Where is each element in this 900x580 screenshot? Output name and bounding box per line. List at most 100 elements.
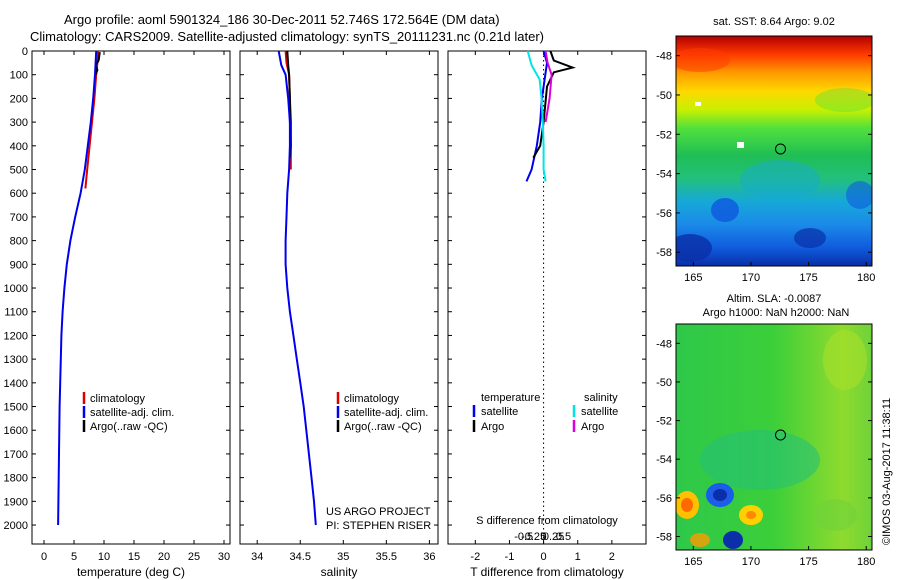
- figure-title-line2: Climatology: CARS2009. Satellite-adjuste…: [30, 29, 545, 44]
- depth-tick-label: 1800: [4, 473, 28, 485]
- depth-tick-label: 1500: [4, 402, 28, 414]
- temperature-xlabel: temperature (deg C): [77, 565, 185, 579]
- map-y-tick-label: -58: [656, 531, 672, 543]
- depth-tick-label: 500: [10, 165, 28, 177]
- difference-legend: temperature salinity satellite Argo sate…: [472, 392, 618, 433]
- x-tick-label: 25: [188, 551, 200, 563]
- map-y-tick-label: -48: [656, 338, 672, 350]
- map-y-tick-label: -50: [656, 377, 672, 389]
- map-x-tick-label: 165: [684, 556, 702, 568]
- map-x-tick-label: 165: [684, 272, 702, 284]
- x-tick-label: 15: [128, 551, 140, 563]
- difference-plot-frame: [447, 50, 647, 545]
- series-line-s-satellite: [526, 50, 547, 182]
- salinity-legend: climatology satellite-adj. clim. Argo(..…: [326, 392, 431, 532]
- map-x-tick-label: 170: [742, 556, 760, 568]
- legend-header-salinity: salinity: [584, 392, 618, 404]
- depth-tick-label: 1000: [4, 283, 28, 295]
- depth-tick-label: 900: [10, 259, 28, 271]
- imos-credit: ©IMOS 03-Aug-2017 11:38:11: [881, 398, 893, 545]
- series-line-climatology: [84, 50, 99, 189]
- depth-tick-label: 0: [22, 46, 28, 58]
- x-tick-label: 34: [251, 551, 263, 563]
- sst-map-title: sat. SST: 8.64 Argo: 9.02: [713, 16, 835, 28]
- depth-tick-label: 1400: [4, 378, 28, 390]
- x-tick-label: 0: [541, 551, 547, 563]
- s-tick-label: -0.5: [514, 531, 533, 543]
- sst-argo-position-marker: [775, 143, 787, 155]
- legend-s-argo: Argo: [581, 421, 604, 433]
- x-tick-label: 2: [609, 551, 615, 563]
- x-tick-label: -1: [505, 551, 515, 563]
- depth-tick-label: 1300: [4, 354, 28, 366]
- difference-series: [525, 50, 576, 182]
- depth-tick-label: 1600: [4, 425, 28, 437]
- map-y-tick-label: -58: [656, 247, 672, 259]
- map-x-tick-label: 175: [799, 556, 817, 568]
- map-y-tick-label: -52: [656, 129, 672, 141]
- map-y-tick-label: -56: [656, 493, 672, 505]
- difference-xlabel-top: S difference from climatology: [476, 515, 618, 527]
- salinity-plot-frame: [239, 50, 439, 545]
- sla-argo-position-marker: [775, 429, 787, 441]
- series-line-s-argo: [544, 50, 553, 123]
- depth-tick-label: 1100: [4, 307, 28, 319]
- depth-tick-label: 700: [10, 212, 28, 224]
- legend-argo: Argo(..raw -QC): [344, 421, 422, 433]
- x-tick-label: 34.5: [290, 551, 311, 563]
- map-x-tick-label: 175: [799, 272, 817, 284]
- temperature-plot-frame: [31, 50, 231, 545]
- x-tick-label: 0: [41, 551, 47, 563]
- sla-map-frame: [675, 323, 873, 551]
- map-y-tick-label: -54: [656, 454, 672, 466]
- s-tick-label: 0.5: [556, 531, 571, 543]
- legend-climatology: climatology: [344, 393, 400, 405]
- sla-map-ticks: 165 170 175 180 -48 -50 -52 -54 -56 -58: [656, 338, 875, 568]
- series-line-t-argo: [532, 50, 576, 159]
- salinity-series: [277, 50, 317, 526]
- legend-satellite-adj: satellite-adj. clim.: [344, 407, 428, 419]
- x-tick-label: 5: [71, 551, 77, 563]
- map-y-tick-label: -52: [656, 416, 672, 428]
- figure-title-line1: Argo profile: aoml 5901324_186 30-Dec-20…: [64, 12, 500, 27]
- depth-tick-label: 1200: [4, 330, 28, 342]
- series-line-t-satellite: [525, 50, 549, 182]
- legend-header-temperature: temperature: [481, 392, 540, 404]
- project-annotation: US ARGO PROJECT: [326, 506, 431, 518]
- x-tick-label: 35.5: [376, 551, 397, 563]
- series-line-satellite-adj-clim-: [277, 50, 317, 526]
- map-y-tick-label: -56: [656, 208, 672, 220]
- legend-satellite-adj: satellite-adj. clim.: [90, 407, 174, 419]
- depth-tick-label: 1900: [4, 496, 28, 508]
- map-x-tick-label: 170: [742, 272, 760, 284]
- map-x-tick-label: 180: [857, 556, 875, 568]
- salinity-axis-ticks: 34 34.5 35 35.5 36: [240, 50, 438, 563]
- sla-map-subtitle: Argo h1000: NaN h2000: NaN: [703, 307, 850, 319]
- x-tick-label: 35: [337, 551, 349, 563]
- map-x-tick-label: 180: [857, 272, 875, 284]
- x-tick-label: 10: [98, 551, 110, 563]
- depth-tick-label: 400: [10, 141, 28, 153]
- depth-tick-label: 100: [10, 70, 28, 82]
- x-tick-label: -2: [470, 551, 480, 563]
- sla-map-title: Altim. SLA: -0.0087: [727, 293, 822, 305]
- x-tick-label: 20: [158, 551, 170, 563]
- temperature-axis-ticks: 0 5 10 15 20 25 30: [32, 50, 230, 563]
- temperature-series: [57, 50, 101, 526]
- legend-t-argo: Argo: [481, 421, 504, 433]
- sst-map-field: [676, 36, 872, 266]
- series-line-satellite-adj-clim-: [57, 50, 98, 526]
- s-tick-label: 0.25: [543, 531, 564, 543]
- sla-map-field: [676, 324, 872, 550]
- pi-annotation: PI: STEPHEN RISER: [326, 520, 431, 532]
- map-y-tick-label: -50: [656, 90, 672, 102]
- x-tick-label: 1: [575, 551, 581, 563]
- s-tick-label: -0.25: [521, 531, 546, 543]
- temperature-legend: climatology satellite-adj. clim. Argo(..…: [82, 392, 174, 433]
- depth-tick-label: 600: [10, 188, 28, 200]
- difference-xlabel: T difference from climatology: [470, 565, 624, 579]
- depth-tick-label: 800: [10, 236, 28, 248]
- x-tick-label: 36: [423, 551, 435, 563]
